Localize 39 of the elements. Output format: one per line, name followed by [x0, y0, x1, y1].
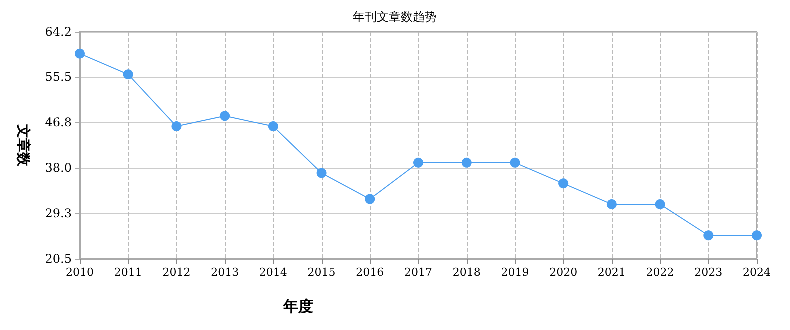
chart-title: 年刊文章数趋势 [353, 10, 437, 24]
point [462, 158, 472, 168]
x-tick-label: 2013 [211, 266, 240, 279]
y-tick-label: 20.5 [45, 252, 72, 266]
y-axis-title: 文章数 [15, 124, 32, 168]
x-tick-label: 2018 [452, 266, 481, 279]
point [752, 230, 762, 241]
point [123, 70, 134, 80]
point [75, 48, 85, 59]
x-tick-label: 2016 [356, 266, 384, 279]
point [510, 158, 520, 168]
y-tick-label: 29.3 [45, 206, 72, 220]
x-tick-label: 2024 [743, 266, 771, 279]
x-axis-title: 年度 [282, 298, 314, 316]
y-tick-label: 55.5 [45, 70, 72, 84]
x-tick-label: 2023 [694, 266, 723, 279]
x-tick-label: 2020 [550, 266, 578, 279]
point [220, 111, 230, 122]
x-tick-label: 2017 [404, 266, 432, 279]
point [365, 194, 376, 204]
x-tick-label: 2011 [114, 266, 142, 279]
x-tick-label: 2014 [259, 266, 288, 279]
point [704, 230, 714, 241]
point [414, 158, 424, 168]
x-tick-label: 2022 [646, 266, 674, 279]
x-tick-label: 2012 [162, 266, 191, 279]
point [316, 168, 327, 178]
y-tick-label: 38.0 [45, 161, 72, 176]
point [606, 199, 617, 210]
x-tick-label: 2010 [66, 266, 94, 279]
point [172, 122, 182, 132]
x-tick-label: 2015 [308, 266, 336, 279]
x-tick-label: 2021 [598, 266, 626, 279]
x-tick-label: 2019 [501, 266, 530, 279]
point [558, 178, 569, 189]
point [655, 199, 666, 210]
y-tick-label: 46.8 [45, 115, 72, 130]
y-tick-label: 64.2 [45, 25, 72, 39]
point [268, 122, 278, 132]
